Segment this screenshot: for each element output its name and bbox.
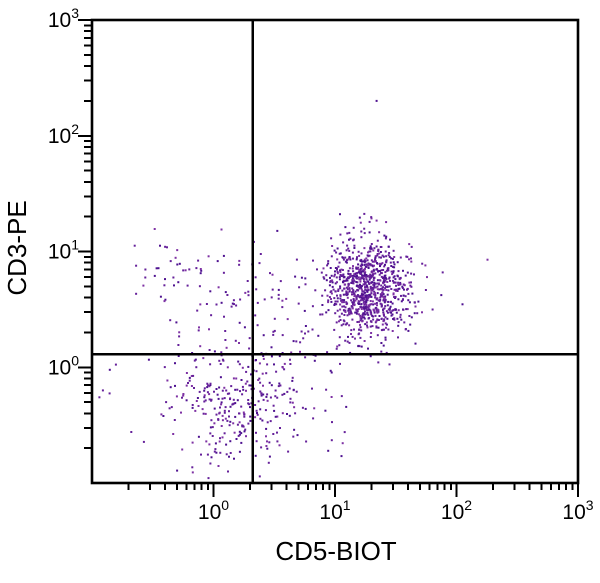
x-tick-label-10e0: 100 — [198, 497, 229, 524]
y-tick-label-10e3: 103 — [48, 5, 79, 32]
y-tick-label-10e2: 102 — [48, 121, 79, 148]
y-tick-label-10e1: 101 — [48, 237, 79, 264]
y-axis-title: CD3-PE — [2, 200, 32, 295]
x-tick-label-10e1: 101 — [319, 497, 350, 524]
y-tick-label-10e0: 100 — [48, 352, 79, 379]
scatter-dots-layer — [98, 99, 489, 480]
quadrant-gate-lines-layer — [92, 20, 578, 483]
axis-ticks-layer — [78, 19, 579, 497]
x-tick-label-10e3: 103 — [562, 497, 593, 524]
axis-tick-labels-layer: 100 101 102 103 100 101 102 103 — [48, 5, 594, 524]
x-tick-label-10e2: 102 — [441, 497, 472, 524]
x-axis-title: CD5-BIOT — [275, 536, 396, 566]
